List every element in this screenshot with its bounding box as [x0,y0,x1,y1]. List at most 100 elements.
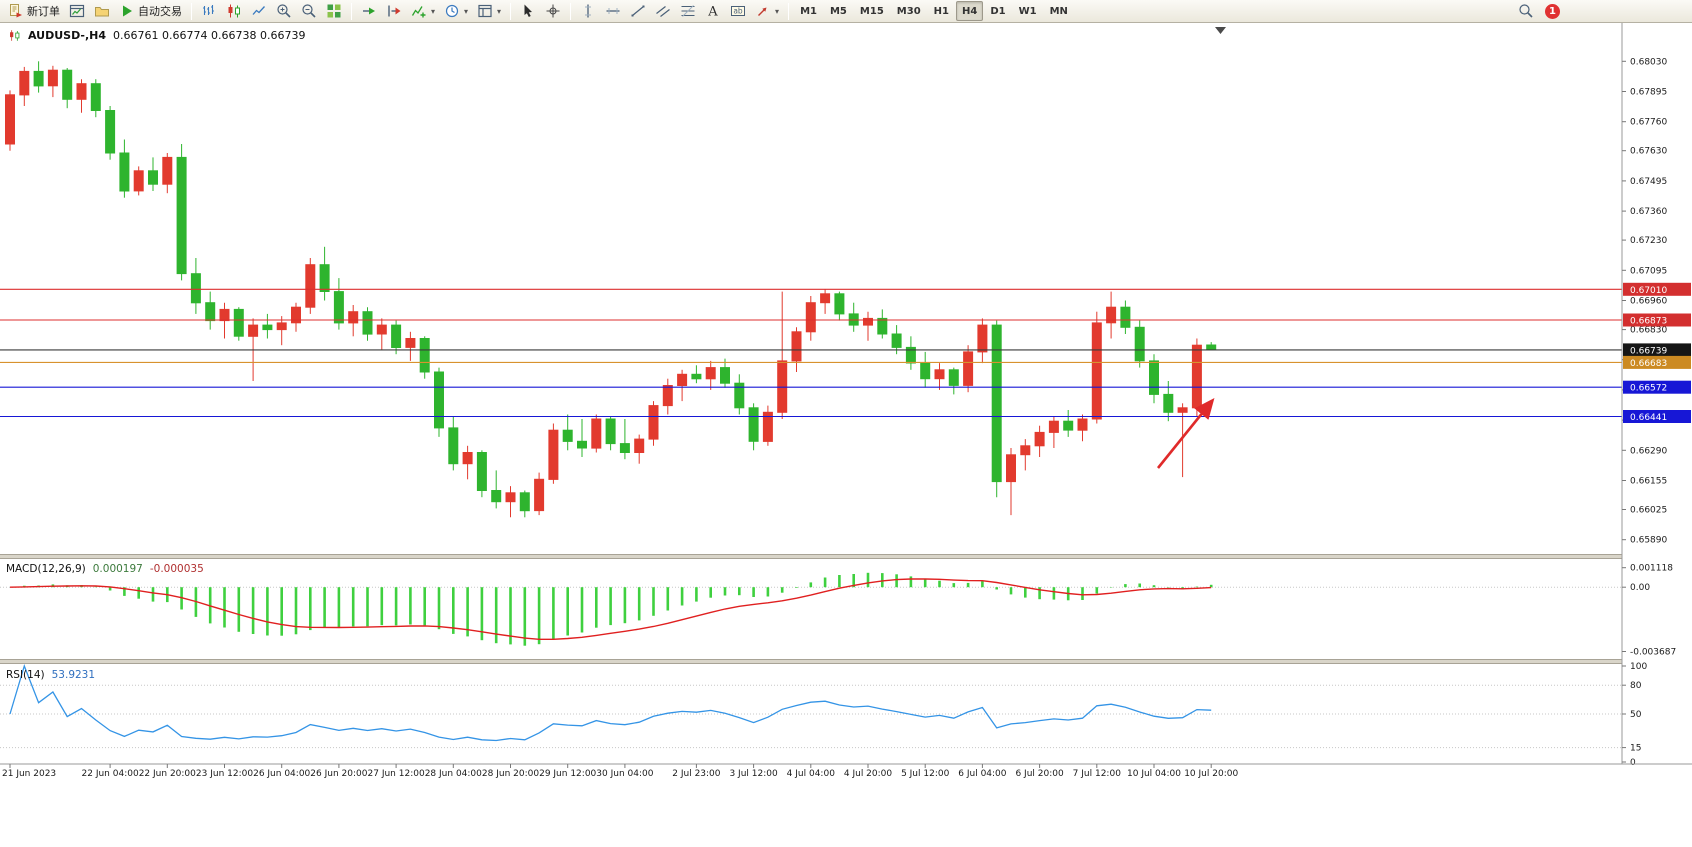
candle [634,434,645,464]
timeframe-m15-button[interactable]: M15 [859,5,884,17]
chart-shift-button[interactable] [382,1,406,21]
trend-arrow[interactable] [1156,397,1215,469]
candle [148,157,158,191]
candle [820,289,831,314]
zoom-out-button[interactable] [297,1,321,21]
candle [333,278,344,330]
tile-windows-button[interactable] [322,1,346,21]
candle [1149,354,1159,404]
time-axis-label: 6 Jul 04:00 [958,769,1007,779]
svg-text:0.66739: 0.66739 [1630,346,1667,356]
horizontal-line-button[interactable] [601,1,625,21]
candle [1006,448,1016,516]
chevron-down-icon: ▾ [431,6,436,16]
fibonacci-button[interactable] [676,1,700,21]
timeframe-h1-button[interactable]: H1 [933,5,949,17]
candle [305,258,316,314]
candle [848,302,859,332]
candlestick-chart-button[interactable] [222,1,246,21]
crosshair-button[interactable] [541,1,565,21]
panel-splitter[interactable] [0,659,1692,664]
price-line-label[interactable]: 0.66441 [1623,410,1691,423]
rsi-tick-label: 0 [1630,758,1636,768]
bars-icon [201,3,217,19]
price-line-label[interactable]: 0.66739 [1623,343,1691,357]
macd-tick-label: 0.00 [1630,583,1650,593]
price-line-label[interactable]: 0.66683 [1623,355,1691,369]
zoom-out-icon [301,3,317,19]
arrows-button[interactable]: ▾ [751,1,783,21]
timeframe-m5-button[interactable]: M5 [829,5,847,17]
candle [348,305,359,337]
tile-icon [326,3,342,19]
candle [519,490,530,518]
cursor-button[interactable] [516,1,540,21]
text-icon: A [705,3,721,20]
indicators-button[interactable]: ▾ [407,1,439,21]
price-line-label[interactable]: 0.66873 [1623,313,1691,327]
svg-text:ab: ab [733,7,743,16]
timeframe-m30-button[interactable]: M30 [896,5,921,17]
text-label-button[interactable]: ab [726,1,750,21]
search-button[interactable] [1514,1,1538,21]
search-icon [1518,3,1534,19]
candle [1120,300,1131,334]
line-icon [251,3,267,19]
candle [405,331,416,361]
time-axis-label: 28 Jun 04:00 [425,769,482,779]
profiles-button[interactable] [90,1,114,21]
auto-scroll-button[interactable] [357,1,381,21]
chart-window: 0.68030 0.67895 0.67760 0.67630 0.67495 0.673… [0,23,1692,847]
toolbar-separator [788,2,790,20]
new-order-button[interactable]: 新订单 [4,1,64,21]
vertical-line-button[interactable] [576,1,600,21]
line-chart-button[interactable] [247,1,271,21]
svg-text:0.66873: 0.66873 [1630,317,1667,327]
timeframe-w1-button[interactable]: W1 [1018,5,1037,17]
candle [233,307,244,341]
autotrading-button[interactable]: 自动交易 [115,1,186,21]
candle [505,486,516,518]
periods-button[interactable]: ▾ [440,1,472,21]
price-tick-label: 0.67095 [1630,266,1667,276]
new-order-icon [8,3,24,19]
notification-badge[interactable]: 1 [1545,3,1560,19]
text-button[interactable]: A [701,1,725,21]
panel-splitter[interactable] [0,554,1692,559]
candle [762,405,773,446]
candle [1020,439,1031,471]
trendline-button[interactable] [626,1,650,21]
timeframe-d1-button[interactable]: D1 [990,5,1006,17]
timeframe-h4-button[interactable]: H4 [955,1,984,21]
timeframe-m1-button[interactable]: M1 [800,5,817,17]
autotrading-button-label: 自动交易 [138,5,182,18]
toolbar-separator [191,2,192,20]
chart-shift-marker[interactable] [1215,27,1226,34]
price-line-label[interactable]: 0.66572 [1623,380,1691,394]
candle [462,445,473,480]
chart-window-button[interactable] [65,1,89,21]
candle [376,318,387,350]
arrows-icon [755,3,771,19]
candle [720,358,730,388]
candle [863,311,873,341]
candle [991,320,1002,498]
price-line-label[interactable]: 0.67010 [1623,282,1691,296]
time-axis-label: 30 Jun 04:00 [596,769,653,779]
text-label-icon: ab [730,3,746,19]
bar-chart-button[interactable] [197,1,221,21]
candle [491,470,502,509]
candlestick-chart[interactable]: 0.68030 0.67895 0.67760 0.67630 0.67495 0.673… [0,23,1692,847]
zoom-in-button[interactable] [272,1,296,21]
time-axis-label: 21 Jun 2023 [2,769,56,779]
svg-text:0.66683: 0.66683 [1630,359,1667,369]
candle [562,414,573,451]
time-axis-label: 2 Jul 23:00 [672,769,721,779]
templates-button[interactable]: ▾ [473,1,505,21]
cursor-icon [520,3,536,19]
timeframe-mn-button[interactable]: MN [1049,5,1068,17]
price-tick-label: 0.67895 [1630,88,1667,98]
channel-button[interactable] [651,1,675,21]
time-axis-label: 4 Jul 04:00 [787,769,836,779]
